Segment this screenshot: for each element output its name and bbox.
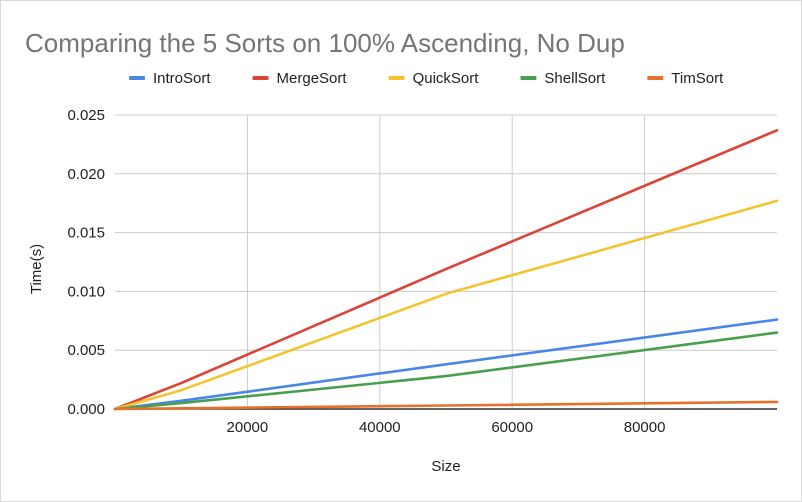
y-tick-label: 0.000 — [67, 401, 105, 418]
x-axis-ticks: 20000 40000 60000 80000 — [227, 419, 666, 436]
series-lines — [113, 129, 779, 411]
legend: IntroSort MergeSort QuickSort ShellSort TimS… — [129, 70, 724, 87]
legend-swatch — [129, 76, 145, 80]
series-line-introsort — [113, 318, 779, 411]
legend-swatch — [520, 76, 537, 80]
y-axis-ticks: 0.000 0.005 0.010 0.015 0.020 0.025 — [67, 107, 105, 418]
x-axis-label: Size — [431, 458, 460, 475]
legend-label: TimSort — [671, 70, 724, 87]
y-tick-label: 0.015 — [67, 225, 105, 242]
x-tick-label: 40000 — [359, 419, 401, 436]
legend-swatch — [388, 76, 405, 80]
legend-item-quicksort: QuickSort — [388, 70, 480, 87]
series-line-quicksort — [113, 199, 779, 411]
y-tick-label: 0.025 — [67, 107, 105, 124]
x-tick-label: 60000 — [491, 419, 533, 436]
legend-label: QuickSort — [413, 70, 480, 87]
y-axis-label: Time(s) — [28, 244, 45, 294]
legend-label: ShellSort — [544, 70, 606, 87]
series-line-shellsort — [113, 331, 779, 411]
x-tick-label: 20000 — [227, 419, 269, 436]
legend-item-shellsort: ShellSort — [520, 70, 606, 87]
x-tick-label: 80000 — [624, 419, 666, 436]
legend-item-introsort: IntroSort — [129, 70, 211, 87]
legend-label: MergeSort — [277, 70, 348, 87]
legend-swatch — [647, 76, 664, 80]
y-tick-label: 0.010 — [67, 283, 105, 300]
chart-title: Comparing the 5 Sorts on 100% Ascending,… — [25, 28, 625, 58]
y-tick-label: 0.020 — [67, 166, 105, 183]
gridlines — [115, 114, 777, 409]
y-tick-label: 0.005 — [67, 342, 105, 359]
legend-label: IntroSort — [153, 70, 211, 87]
legend-swatch — [252, 76, 269, 80]
series-line-timsort — [113, 400, 779, 411]
series-line-mergesort — [113, 129, 779, 411]
legend-item-mergesort: MergeSort — [252, 70, 348, 87]
legend-item-timsort: TimSort — [647, 70, 724, 87]
